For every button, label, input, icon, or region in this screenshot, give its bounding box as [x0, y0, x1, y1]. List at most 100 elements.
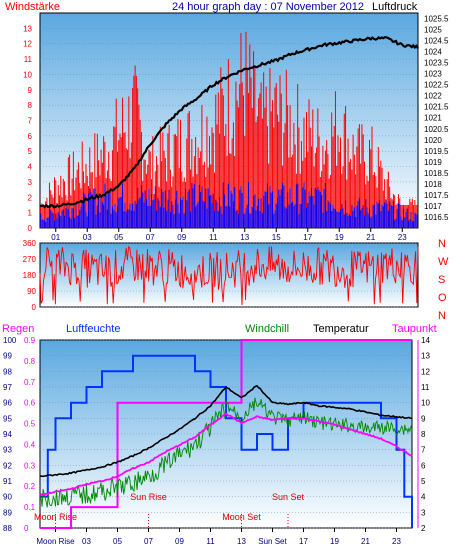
humidity-tick-label: 91	[3, 477, 12, 486]
event-marker-label: Moon Rise	[34, 512, 77, 522]
direction-compass-label: W	[438, 256, 449, 268]
rain-tick-label: 0	[24, 524, 29, 533]
rain-tick-label: 0.4	[24, 440, 36, 449]
temperature-tick-label: 14	[421, 336, 430, 345]
wind-x-tick-label: 19	[335, 233, 344, 242]
direction-compass-label: N	[438, 310, 446, 322]
humidity-tick-label: 96	[3, 399, 12, 408]
pressure-tick-label: 1018.5	[424, 169, 449, 178]
rain-tick-label: 0.7	[24, 378, 36, 387]
direction-compass-label: N	[438, 238, 446, 250]
pressure-tick-label: 1019.5	[424, 147, 449, 156]
event-marker-label: Sun Rise	[130, 492, 167, 502]
dewpoint-axis-label: Taupunkt	[392, 323, 437, 335]
rain-tick-label: 0.9	[24, 336, 36, 345]
wind-x-tick-label: 13	[240, 233, 249, 242]
event-marker-label: Moon Set	[222, 512, 261, 522]
wind-tick-label: 8	[28, 101, 33, 110]
rain-tick-label: 0.5	[24, 420, 36, 429]
direction-tick-label: 360	[23, 239, 37, 248]
rain-tick-label: 0.1	[24, 503, 36, 512]
wind-tick-label: 10	[23, 70, 32, 79]
climate-x-tick-label: 07	[144, 537, 153, 546]
wind-axis-label: Windstärke	[5, 1, 60, 13]
wind-x-tick-label: 15	[272, 233, 281, 242]
climate-x-tick-label: 11	[206, 537, 215, 546]
climate-x-tick-label: 13	[237, 537, 246, 546]
humidity-tick-label: 95	[3, 414, 12, 423]
pressure-tick-label: 1023	[424, 70, 442, 79]
direction-tick-label: 0	[32, 303, 37, 312]
pressure-tick-label: 1018	[424, 180, 442, 189]
windchill-line	[39, 397, 413, 508]
climate-x-tick-label: Moon Rise	[36, 537, 75, 546]
pressure-tick-label: 1020.5	[424, 125, 449, 134]
wind-tick-label: 5	[28, 147, 33, 156]
temperature-tick-label: 4	[421, 493, 426, 502]
temperature-tick-label: 9	[421, 414, 426, 423]
pressure-tick-label: 1024.5	[424, 37, 449, 46]
pressure-tick-label: 1021.5	[424, 103, 449, 112]
temperature-tick-label: 12	[421, 367, 430, 376]
wind-x-tick-label: 09	[177, 233, 186, 242]
humidity-tick-label: 88	[3, 524, 12, 533]
humidity-tick-label: 93	[3, 446, 12, 455]
humidity-tick-label: 92	[3, 461, 12, 470]
temperature-tick-label: 11	[421, 383, 430, 392]
wind-x-tick-label: 03	[83, 233, 92, 242]
direction-compass-label: O	[438, 292, 447, 304]
windchill-axis-label: Windchill	[245, 323, 289, 335]
direction-tick-label: 180	[23, 271, 37, 280]
pressure-tick-label: 1022.5	[424, 81, 449, 90]
pressure-tick-label: 1019	[424, 158, 442, 167]
wind-tick-label: 11	[24, 55, 33, 64]
humidity-axis-label: Luftfeuchte	[66, 323, 120, 335]
pressure-tick-label: 1025	[424, 26, 442, 35]
wind-x-tick-label: 11	[209, 233, 218, 242]
humidity-tick-label: 90	[3, 493, 12, 502]
wind-tick-label: 6	[28, 132, 33, 141]
rain-axis-label: Regen	[2, 323, 34, 335]
wind-tick-label: 9	[28, 86, 33, 95]
pressure-tick-label: 1022	[424, 92, 442, 101]
wind-x-tick-label: 07	[146, 233, 155, 242]
temperature-tick-label: 7	[421, 446, 426, 455]
humidity-tick-label: 99	[3, 352, 12, 361]
pressure-tick-label: 1023.5	[424, 59, 449, 68]
climate-x-tick-label: 19	[330, 537, 339, 546]
wind-x-tick-label: 05	[114, 233, 123, 242]
climate-x-tick-label: Sun Set	[258, 537, 287, 546]
wind-tick-label: 7	[28, 117, 33, 126]
pressure-tick-label: 1016.5	[424, 213, 449, 222]
temperature-tick-label: 8	[421, 430, 426, 439]
climate-x-tick-label: 21	[361, 537, 370, 546]
direction-compass-label: S	[438, 274, 445, 286]
temperature-tick-label: 13	[421, 352, 430, 361]
wind-tick-label: 13	[23, 24, 32, 33]
pressure-axis-label: Luftdruck	[372, 1, 418, 13]
temperature-tick-label: 10	[421, 399, 430, 408]
pressure-line	[39, 35, 419, 209]
climate-x-tick-label: 03	[82, 537, 91, 546]
rain-tick-label: 0.2	[24, 482, 36, 491]
pressure-tick-label: 1024	[424, 48, 442, 57]
wind-tick-label: 12	[23, 40, 32, 49]
wind-x-tick-label: 23	[398, 233, 407, 242]
pressure-tick-label: 1020	[424, 136, 442, 145]
humidity-tick-label: 89	[3, 508, 12, 517]
pressure-tick-label: 1021	[424, 114, 442, 123]
wind-tick-label: 0	[28, 224, 33, 233]
wind-x-tick-label: 21	[366, 233, 375, 242]
direction-tick-label: 270	[23, 255, 37, 264]
wind-tick-label: 2	[28, 193, 33, 202]
dewpoint-line	[39, 412, 413, 496]
temperature-axis-label: Temperatur	[313, 323, 369, 335]
humidity-tick-label: 94	[3, 430, 12, 439]
wind-tick-label: 1	[28, 209, 33, 218]
temperature-tick-label: 2	[421, 524, 426, 533]
wind-x-tick-label: 01	[51, 233, 60, 242]
climate-x-tick-label: 23	[392, 537, 401, 546]
event-marker-label: Sun Set	[272, 492, 305, 502]
wind-tick-label: 4	[28, 163, 33, 172]
